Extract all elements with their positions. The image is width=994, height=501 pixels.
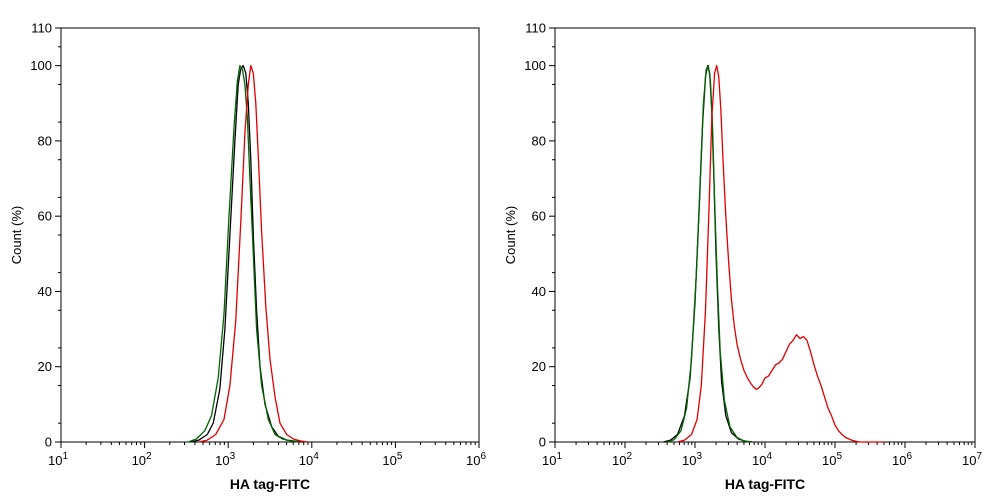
plot-frame [60,27,480,443]
y-tick-label: 110 [525,21,546,36]
plot-frame [554,27,976,443]
series-line-3 [198,64,308,443]
x-tick-label: 102 [612,451,632,468]
x-axis-label: HA tag-FITC [230,476,310,492]
y-tick-label: 0 [45,435,52,450]
y-tick-label: 20 [532,359,546,374]
x-tick-label: 104 [299,451,319,468]
x-tick-base: 10 [299,453,313,468]
x-tick-base: 10 [962,453,976,468]
y-tick-label: 40 [532,284,546,299]
x-tick-base: 10 [752,453,766,468]
x-tick-base: 10 [892,453,906,468]
x-tick-base: 10 [612,453,626,468]
y-axis-label: Count (%) [503,206,518,265]
x-tick-label: 105 [822,451,842,468]
y-tick-label: 0 [539,435,546,450]
x-tick-exponent: 1 [62,451,68,462]
x-tick-base: 10 [132,453,146,468]
x-tick-exponent: 2 [146,451,152,462]
x-tick-exponent: 6 [906,451,912,462]
x-tick-exponent: 5 [397,451,403,462]
x-tick-exponent: 7 [976,451,982,462]
x-tick-label: 102 [132,451,152,468]
x-tick-base: 10 [382,453,396,468]
x-tick-base: 10 [542,453,556,468]
x-tick-base: 10 [215,453,229,468]
x-tick-label: 101 [48,451,68,468]
y-tick-label: 20 [38,359,52,374]
x-tick-exponent: 2 [626,451,632,462]
x-axis-label: HA tag-FITC [725,476,805,492]
y-tick-label: 60 [38,209,52,224]
x-tick-exponent: 5 [836,451,842,462]
y-tick-label: 40 [38,284,52,299]
y-tick-label: 80 [38,133,52,148]
x-tick-base: 10 [466,453,480,468]
x-tick-exponent: 3 [230,451,236,462]
x-tick-label: 103 [682,451,702,468]
x-tick-exponent: 6 [480,451,486,462]
series-line-2 [187,64,300,443]
x-tick-label: 105 [382,451,402,468]
y-tick-label: 100 [524,58,546,73]
y-tick-label: 110 [31,21,52,36]
y-tick-label: 60 [532,209,546,224]
series-line-2 [666,64,752,443]
x-tick-base: 10 [48,453,62,468]
y-axis-label: Count (%) [9,206,24,265]
series-line-3 [677,64,884,443]
x-tick-label: 103 [215,451,235,468]
x-tick-label: 106 [466,451,486,468]
x-tick-exponent: 3 [696,451,702,462]
x-tick-base: 10 [822,453,836,468]
x-tick-label: 107 [962,451,982,468]
x-tick-exponent: 4 [313,451,319,462]
series-line-1 [190,64,304,443]
x-tick-exponent: 4 [766,451,772,462]
y-tick-label: 100 [30,58,52,73]
x-tick-exponent: 1 [556,451,562,462]
x-tick-label: 104 [752,451,772,468]
x-tick-label: 101 [542,451,562,468]
x-tick-label: 106 [892,451,912,468]
x-tick-base: 10 [682,453,696,468]
y-tick-label: 80 [532,133,546,148]
